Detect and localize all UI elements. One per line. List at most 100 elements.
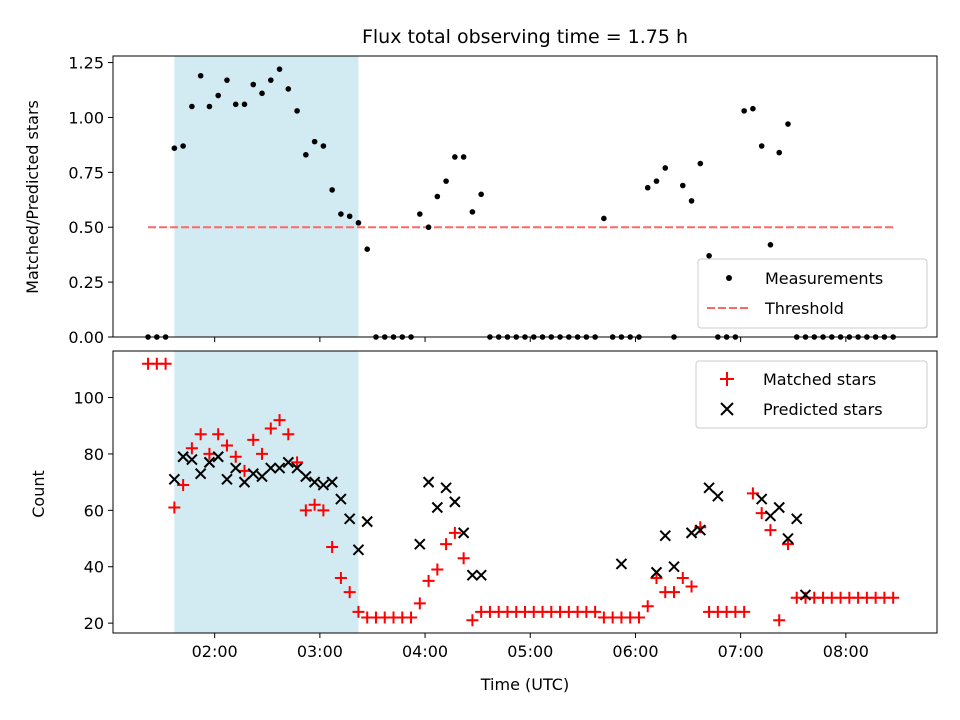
ratio-legend-box (697, 258, 928, 329)
ratio-ytick-label: 1.25 (68, 54, 104, 73)
predicted-star-point (352, 544, 365, 556)
count-xtick-label: 03:00 (297, 642, 343, 661)
predicted-star-point (238, 476, 251, 488)
matched-star-point (650, 572, 663, 585)
ratio-ylabel: Matched/Predicted stars (23, 100, 42, 294)
measurement-point (206, 103, 213, 110)
count-legend-box (695, 360, 928, 429)
measurement-point (443, 178, 449, 184)
matched-star-point (317, 504, 330, 517)
matched-star-point (466, 614, 479, 627)
predicted-star-point (335, 493, 347, 505)
matched-star-point (256, 447, 269, 460)
measurement-point (750, 105, 756, 112)
measurement-point (276, 66, 283, 72)
predicted-star-point (194, 467, 207, 480)
predicted-star-point (247, 467, 259, 480)
matched-star-point (212, 428, 225, 441)
count-ytick-label: 80 (84, 445, 104, 464)
measurement-point (644, 184, 651, 191)
predicted-star-point (361, 515, 373, 528)
matched-star-point (203, 447, 216, 460)
predicted-star-point (755, 493, 768, 505)
measurement-point (232, 101, 239, 108)
ratio-ytick-label: 1.00 (68, 108, 104, 127)
observing-window-shade (174, 56, 359, 337)
measurement-point (469, 209, 476, 215)
measurement-point (785, 121, 791, 127)
ratio-ytick-label: 0.25 (68, 273, 104, 292)
measurement-point (758, 143, 765, 149)
measurement-point (460, 154, 467, 160)
matched-star-point (413, 597, 426, 610)
measurement-point (250, 81, 257, 88)
measurement-point (653, 178, 660, 184)
matched-star-point (299, 504, 312, 517)
measurement-point (364, 246, 371, 252)
predicted-star-point (703, 482, 715, 494)
count-ytick-label: 60 (84, 501, 104, 520)
matched-star-point (238, 464, 251, 477)
matched-star-point (457, 552, 470, 565)
measurement-point (329, 187, 335, 193)
matched-star-point (746, 487, 759, 500)
predicted-star-point (168, 473, 181, 486)
measurement-point (215, 92, 221, 99)
matched-legend-marker (720, 372, 734, 386)
matched-star-point (194, 428, 207, 441)
measurement-point (434, 193, 441, 200)
measurement-point (679, 182, 686, 189)
measurement-point (767, 241, 774, 248)
matched-star-point (352, 605, 365, 618)
predicted-star-point (282, 456, 295, 469)
measurement-point (224, 77, 230, 83)
ratio-panel: 0.00 0.25 0.50 0.75 1.00 1.25 Matched/Predict… (23, 54, 938, 347)
predicted-star-point (326, 476, 338, 488)
matched-star-point (343, 586, 356, 599)
matched-star-point (334, 572, 347, 585)
count-ytick-label: 20 (84, 614, 104, 633)
matched-star-point (405, 611, 418, 624)
predicted-star-point (431, 501, 444, 514)
matched-star-point (676, 572, 689, 585)
measurement-point (294, 108, 300, 114)
matched-star-point (431, 563, 444, 576)
measurement-point (180, 143, 186, 149)
measurement-point (197, 72, 204, 79)
matched-star-point (168, 501, 181, 514)
count-ytick-label: 40 (84, 558, 104, 577)
count-panel: 20 40 60 80 100 02:00 03:00 04:00 05:00 06:00 07:0… (29, 350, 938, 694)
measurement-point (355, 220, 362, 226)
measurements-legend-label: Measurements (765, 269, 883, 288)
matched-star-point (273, 414, 286, 427)
predicted-star-point (343, 513, 356, 525)
predicted-star-point (773, 501, 785, 514)
matched-star-point (668, 586, 681, 599)
count-xtick-label: 05:00 (507, 642, 553, 661)
predicted-star-point (659, 530, 671, 542)
matched-legend-label: Matched stars (763, 370, 876, 389)
matched-star-point (773, 614, 786, 627)
measurement-point (285, 86, 292, 92)
predicted-star-point (300, 470, 312, 483)
predicted-star-point (308, 476, 321, 488)
count-ylabel: Count (29, 470, 48, 518)
observing-window-shade (174, 351, 359, 633)
measurement-point (662, 165, 669, 171)
measurement-point (338, 211, 344, 217)
matched-star-point (781, 538, 794, 551)
matched-star-point (220, 439, 233, 452)
count-xtick-label: 02:00 (192, 642, 238, 661)
predicted-star-point (791, 513, 803, 525)
measurement-point (259, 90, 265, 97)
measurement-point (189, 103, 195, 110)
ratio-legend: Measurements Threshold (697, 258, 928, 329)
ratio-ytick-label: 0.75 (68, 163, 104, 182)
predicted-star-point (273, 462, 286, 474)
count-plot-frame (112, 350, 938, 634)
measurement-point (417, 211, 423, 217)
measurement-point (741, 108, 747, 114)
predicted-star-point (422, 476, 435, 488)
measurement-point (452, 154, 458, 160)
